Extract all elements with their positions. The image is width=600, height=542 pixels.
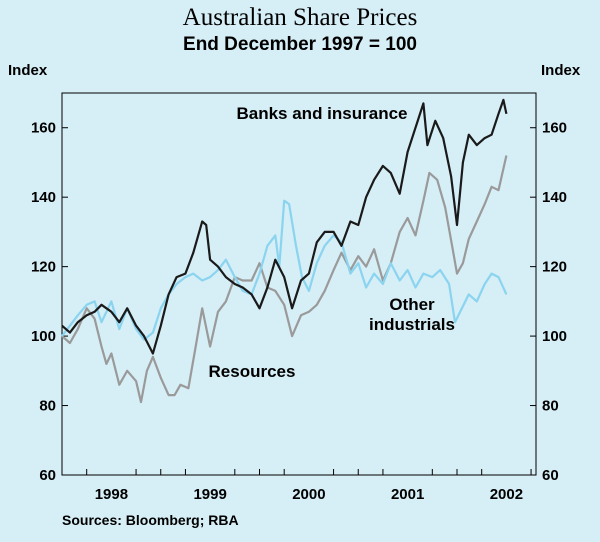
y-tick-label-left: 60 — [39, 467, 56, 484]
y-tick-label-right: 60 — [542, 467, 559, 484]
chart-subtitle: End December 1997 = 100 — [183, 34, 417, 55]
x-tick-label: 1998 — [95, 486, 128, 503]
series-label-other-industrials: industrials — [369, 315, 455, 334]
x-tick-label: 2001 — [391, 486, 424, 503]
x-tick-label: 2000 — [292, 486, 325, 503]
y-tick-label-left: 140 — [31, 189, 56, 206]
series-line-resources — [61, 155, 508, 404]
series-label-other-industrials: Other — [389, 295, 435, 314]
source-note: Sources: Bloomberg; RBA — [62, 512, 239, 528]
y-tick-label-right: 100 — [542, 328, 567, 345]
y-tick-label-left: 160 — [31, 120, 56, 137]
y-tick-label-left: 120 — [31, 259, 56, 276]
y-tick-label-left: 80 — [39, 398, 56, 415]
series-label-banks-and-insurance: Banks and insurance — [236, 104, 407, 123]
y-axis-label-left: Index — [8, 62, 48, 79]
y-tick-label-right: 120 — [542, 259, 567, 276]
y-axis-label-right: Index — [541, 62, 581, 79]
y-tick-label-right: 140 — [542, 189, 567, 206]
x-tick-label: 1999 — [193, 486, 226, 503]
series-line-other-industrials — [61, 199, 508, 341]
y-tick-label-left: 100 — [31, 328, 56, 345]
y-tick-label-right: 160 — [542, 120, 567, 137]
y-tick-label-right: 80 — [542, 398, 559, 415]
x-tick-label: 2002 — [490, 486, 523, 503]
chart-title: Australian Share Prices — [182, 4, 418, 31]
series-label-resources: Resources — [209, 362, 296, 381]
series-line-banks-and-insurance — [61, 98, 508, 355]
